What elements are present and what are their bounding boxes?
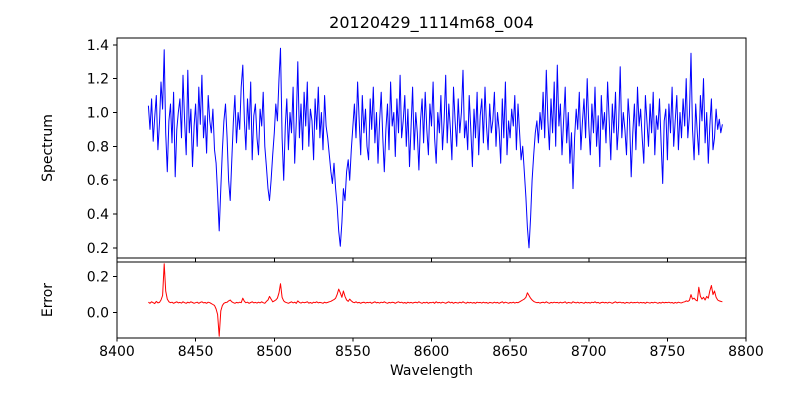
svg-text:0.6: 0.6 (87, 173, 109, 189)
svg-text:1.0: 1.0 (87, 105, 109, 121)
svg-text:0.2: 0.2 (87, 269, 109, 285)
svg-text:8500: 8500 (256, 344, 292, 360)
svg-text:8650: 8650 (492, 344, 528, 360)
svg-text:8400: 8400 (99, 344, 135, 360)
svg-text:0.0: 0.0 (87, 306, 109, 322)
svg-text:8700: 8700 (571, 344, 607, 360)
svg-text:8800: 8800 (728, 344, 764, 360)
svg-text:8750: 8750 (650, 344, 686, 360)
svg-text:8550: 8550 (335, 344, 371, 360)
svg-text:0.2: 0.2 (87, 241, 109, 257)
svg-text:1.4: 1.4 (87, 38, 109, 54)
svg-text:8450: 8450 (178, 344, 214, 360)
svg-text:8600: 8600 (414, 344, 450, 360)
svg-text:1.2: 1.2 (87, 72, 109, 88)
svg-text:0.4: 0.4 (87, 207, 109, 223)
x-axis-label: Wavelength (389, 363, 474, 379)
svg-text:0.8: 0.8 (87, 139, 109, 155)
chart-title: 20120429_1114m68_004 (329, 13, 534, 32)
